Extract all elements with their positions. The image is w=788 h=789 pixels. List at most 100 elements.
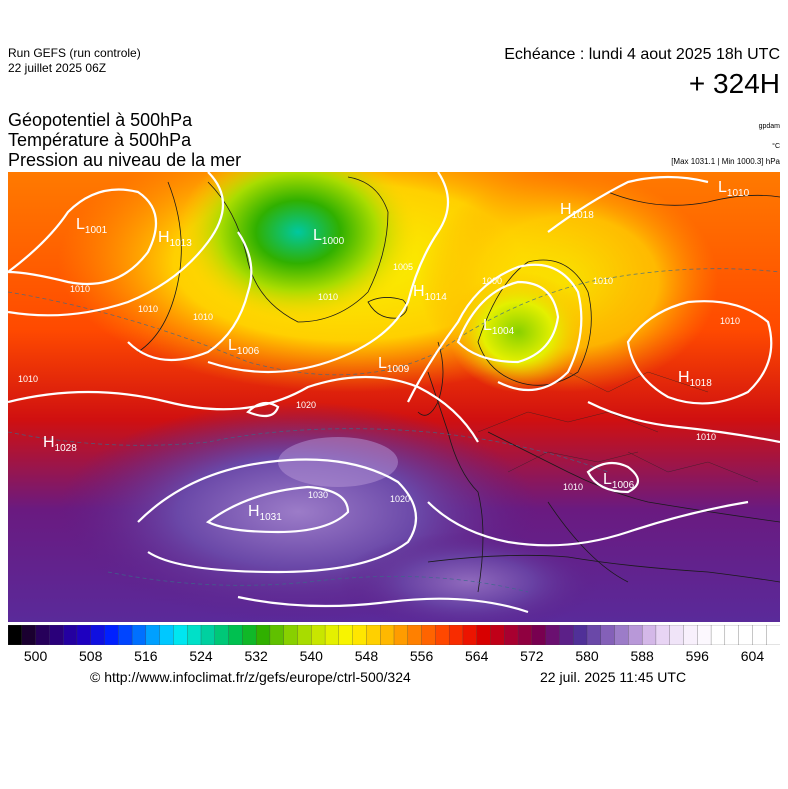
colorbar-swatch: [311, 625, 326, 645]
unit-temperature: °C: [772, 143, 780, 150]
colorbar-swatch: [76, 625, 92, 645]
colorbar-tick-label: 604: [740, 648, 765, 664]
pressure-center-low: L1006: [603, 471, 635, 491]
colorbar-tick-label: 588: [630, 648, 654, 664]
colorbar-swatch: [462, 625, 478, 645]
pressure-center-high: H1013: [158, 229, 192, 249]
colorbar-swatch: [338, 625, 354, 645]
isobar-label: 1010: [138, 304, 158, 314]
run-title: Run GEFS (run controle): [8, 46, 141, 60]
valid-time: Echéance : lundi 4 aout 2025 18h UTC: [504, 46, 780, 63]
colorbar-swatch: [283, 625, 299, 645]
isobar-label: 1020: [296, 400, 316, 410]
colorbar-swatch: [8, 625, 23, 645]
run-date: 22 juillet 2025 06Z: [8, 61, 107, 75]
source-url: © http://www.infoclimat.fr/z/gefs/europe…: [90, 669, 411, 685]
isobar-label: 1020: [390, 494, 410, 504]
colorbar-swatch: [710, 625, 726, 645]
colorbar-swatch: [21, 625, 37, 645]
colorbar-swatch: [738, 625, 754, 645]
colorbar-swatch: [641, 625, 657, 645]
isotherms: [8, 268, 780, 593]
coastlines: [137, 176, 780, 593]
colorbar-swatch: [366, 625, 381, 645]
isobar-label: 1010: [593, 276, 613, 286]
isobar-label: 1010: [193, 312, 213, 322]
isobar-label: 1010: [696, 432, 716, 442]
colorbar-swatch: [393, 625, 409, 645]
colorbar-swatch: [90, 625, 106, 645]
isobar-label: 1010: [563, 482, 583, 492]
pressure-center-high: H1018: [560, 201, 594, 221]
colorbar-swatch: [187, 625, 202, 645]
colorbar-swatch: [573, 625, 588, 645]
colorbar-tick-label: 532: [244, 648, 268, 664]
colorbar-swatch: [131, 625, 147, 645]
pressure-center-low: L1000: [313, 227, 345, 247]
colorbar-swatch: [628, 625, 643, 645]
colorbar-swatch: [683, 625, 698, 645]
colorbar-swatch: [448, 625, 464, 645]
colorbar-tick-label: 548: [354, 648, 379, 664]
colorbar-swatch: [531, 625, 547, 645]
colorbar-swatch: [669, 625, 685, 645]
colorbar-swatch: [173, 625, 188, 645]
colorbar-swatch: [600, 625, 616, 645]
colorbar-swatch: [545, 625, 561, 645]
colorbar-swatch: [269, 625, 285, 645]
unit-geopotential: gpdam: [758, 123, 780, 130]
colorbar-swatch: [490, 625, 505, 645]
colorbar-swatch: [724, 625, 740, 645]
colorbar-tick-label: 540: [299, 648, 323, 664]
pressure-center-low: L1009: [378, 355, 410, 375]
legend-geopotential: Géopotentiel à 500hPa: [8, 110, 193, 130]
isobars: [8, 172, 780, 614]
colorbar-swatch: [752, 625, 767, 645]
colorbar-labels: 500 508 516 524 532 540 548 556 564 572 580 588 596 6…: [8, 648, 780, 668]
colorbar-swatch: [476, 625, 492, 645]
colorbar-swatch: [614, 625, 630, 645]
colorbar-tick-label: 572: [520, 648, 544, 664]
isobar-label: 1010: [720, 316, 740, 326]
colorbar-swatch: [118, 625, 133, 645]
colorbar-swatch: [655, 625, 671, 645]
colorbar-swatch: [214, 625, 230, 645]
isobar-labels: 1010 1010 1010 1010 1005 1010 1000 1010 1010 1010…: [18, 262, 740, 504]
isobar-label: 1005: [393, 262, 413, 272]
colorbar-tick-label: 516: [134, 648, 158, 664]
colorbar-swatch: [421, 625, 437, 645]
colorbar-swatch: [697, 625, 712, 645]
colorbar-swatch: [517, 625, 533, 645]
pressure-center-low: L1010: [718, 179, 750, 199]
weather-map: L1001 H1013 L1000 H1018 L1010 H1014 L1006 L1009…: [8, 172, 780, 622]
colorbar: [8, 625, 780, 645]
colorbar-tick-label: 580: [575, 648, 599, 664]
colorbar-swatch: [586, 625, 602, 645]
colorbar-swatch: [200, 625, 216, 645]
max-min-pressure: [Max 1031.1 | Min 1000.3] hPa: [671, 157, 780, 166]
legend-temperature: Température à 500hPa: [8, 130, 192, 150]
colorbar-swatch: [49, 625, 64, 645]
colorbar-swatch: [104, 625, 119, 645]
pressure-center-high: H1018: [678, 369, 712, 389]
pressure-center-high: H1031: [248, 503, 282, 523]
isobar-label: 1030: [308, 490, 328, 500]
isobar-label: 1010: [18, 374, 38, 384]
isobar-label: 1000: [482, 276, 502, 286]
legend-pressure: Pression au niveau de la mer: [8, 150, 242, 170]
colorbar-tick-label: 596: [685, 648, 709, 664]
colorbar-swatch: [62, 625, 78, 645]
isobar-label: 1010: [70, 284, 90, 294]
colorbar-swatch: [35, 625, 51, 645]
colorbar-swatch: [380, 625, 395, 645]
pressure-center-high: H1014: [413, 283, 447, 303]
generation-time: 22 juil. 2025 11:45 UTC: [540, 669, 687, 685]
colorbar-tick-label: 556: [409, 648, 434, 664]
pressure-center-low: L1006: [228, 337, 260, 357]
pressure-center-low: L1001: [76, 216, 108, 236]
colorbar-swatch: [255, 625, 271, 645]
colorbar-swatch: [352, 625, 368, 645]
pressure-center-high: H1028: [43, 434, 77, 454]
colorbar-swatch: [159, 625, 175, 645]
borders: [477, 371, 759, 483]
